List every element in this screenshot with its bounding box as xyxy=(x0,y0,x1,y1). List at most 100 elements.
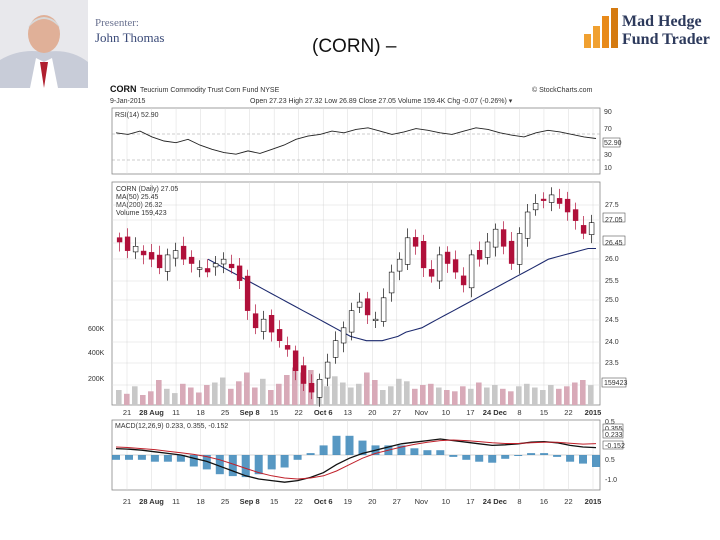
x-tick-label: 28 Aug xyxy=(139,408,164,417)
volume-bar xyxy=(164,388,170,406)
candle-body xyxy=(548,194,555,203)
macd-histogram-bar xyxy=(345,435,354,455)
rsi-current-box xyxy=(602,137,621,148)
volume-bar xyxy=(220,377,226,405)
x-tick-label: 24 Dec xyxy=(483,408,507,417)
price-legend-entry: Volume 159,423 xyxy=(116,210,167,217)
volume-bar xyxy=(236,381,242,406)
x-tick-label-bottom: 25 xyxy=(221,497,229,506)
macd-histogram-bar xyxy=(319,445,328,455)
candle-body xyxy=(252,313,259,329)
macd-histogram-bar xyxy=(267,455,276,470)
volume-bar xyxy=(468,388,474,406)
candle-body xyxy=(556,198,563,204)
candle-body xyxy=(244,275,251,311)
volume-bar xyxy=(268,390,274,405)
volume-tick-label: 400K xyxy=(88,350,105,357)
volume-bar xyxy=(556,388,562,406)
candle-body xyxy=(236,265,243,281)
price-tick-label: 23.5 xyxy=(605,360,619,367)
price-tick-label: 24.5 xyxy=(605,317,619,324)
x-tick-label-bottom: 28 Aug xyxy=(139,497,164,506)
macd-histogram-bar xyxy=(293,455,302,460)
volume-bar xyxy=(444,390,450,405)
x-tick-label-bottom: 8 xyxy=(517,497,521,506)
volume-bar xyxy=(324,386,330,406)
candle-body xyxy=(372,318,379,322)
volume-bar xyxy=(460,386,466,406)
macd-histogram-bar xyxy=(228,455,237,477)
x-tick-label: 20 xyxy=(368,408,376,417)
candle-body xyxy=(140,250,147,256)
macd-histogram-bar xyxy=(306,453,315,455)
volume-bar xyxy=(404,381,410,406)
macd-histogram-bar xyxy=(592,455,600,467)
macd-histogram-bar xyxy=(137,455,146,460)
price-legend-entry: CORN (Daily) 27.05 xyxy=(116,186,178,193)
x-tick-label: Oct 6 xyxy=(314,408,333,417)
candle-body xyxy=(308,382,315,393)
candle-body xyxy=(172,250,179,259)
candle-body xyxy=(132,246,139,253)
volume-bar xyxy=(204,385,210,405)
volume-tick-label: 200K xyxy=(88,376,105,383)
macd-histogram-bar xyxy=(254,455,263,475)
volume-bar xyxy=(228,388,234,406)
x-tick-label-bottom: 21 xyxy=(123,497,131,506)
chart-symbol: CORN xyxy=(110,84,137,94)
volume-bar xyxy=(364,372,370,405)
volume-bar xyxy=(540,390,546,405)
rsi-tick-label: 10 xyxy=(604,165,612,172)
chart-ohlc: Open 27.23 High 27.32 Low 26.89 Close 27… xyxy=(250,98,513,105)
presenter-photo xyxy=(0,0,88,88)
volume-bar xyxy=(588,385,594,405)
macd-histogram-bar xyxy=(280,455,289,468)
volume-bar xyxy=(348,387,354,405)
macd-histogram-bar xyxy=(112,455,120,460)
macd-tick-label: 0.5 xyxy=(605,419,615,426)
price-legend-entry: MA(200) 26.32 xyxy=(116,202,162,209)
macd-histogram-bar xyxy=(462,455,471,460)
price-tick-label: 24.0 xyxy=(605,339,619,346)
volume-bar xyxy=(188,387,194,405)
macd-tick-label: -0.152 xyxy=(605,443,625,450)
volume-bar xyxy=(428,383,434,406)
macd-histogram-bar xyxy=(358,440,367,455)
x-tick-label-bottom: 16 xyxy=(540,497,548,506)
chart-date: 9-Jan-2015 xyxy=(110,98,146,105)
x-tick-label-bottom: 24 Dec xyxy=(483,497,507,506)
candle-body xyxy=(532,203,539,211)
volume-bar xyxy=(436,387,442,405)
volume-current-label: 159423 xyxy=(604,380,627,387)
candle-body xyxy=(500,229,507,247)
volume-bar xyxy=(148,391,154,405)
candle-body xyxy=(212,263,219,268)
rsi-tick-label: 70 xyxy=(604,126,612,133)
volume-bar xyxy=(380,390,386,405)
candle-body xyxy=(412,237,419,247)
volume-bar xyxy=(340,382,346,405)
candle-body xyxy=(524,211,531,239)
candle-body xyxy=(284,345,291,350)
volume-bar xyxy=(212,382,218,405)
macd-histogram-bar xyxy=(241,455,250,478)
chart-fund-name: Teucrium Commodity Trust Corn Fund NYSE xyxy=(140,87,280,94)
x-tick-label-bottom: 27 xyxy=(393,497,401,506)
macd-histogram-bar xyxy=(215,455,224,475)
x-tick-label: 27 xyxy=(393,408,401,417)
volume-bar xyxy=(156,380,162,405)
candle-body xyxy=(300,365,307,384)
x-tick-label: 25 xyxy=(221,408,229,417)
macd-histogram-bar xyxy=(189,455,198,467)
macd-histogram-bar xyxy=(332,435,341,455)
macd-histogram-bar xyxy=(540,453,549,455)
candle-body xyxy=(420,241,427,269)
candle-body xyxy=(164,254,171,272)
chart-source: © StockCharts.com xyxy=(532,86,593,94)
candle-body xyxy=(156,254,163,269)
candle-body xyxy=(364,298,371,316)
x-tick-label-bottom: 15 xyxy=(270,497,278,506)
macd-histogram-bar xyxy=(150,455,159,462)
candle-body xyxy=(540,198,547,201)
